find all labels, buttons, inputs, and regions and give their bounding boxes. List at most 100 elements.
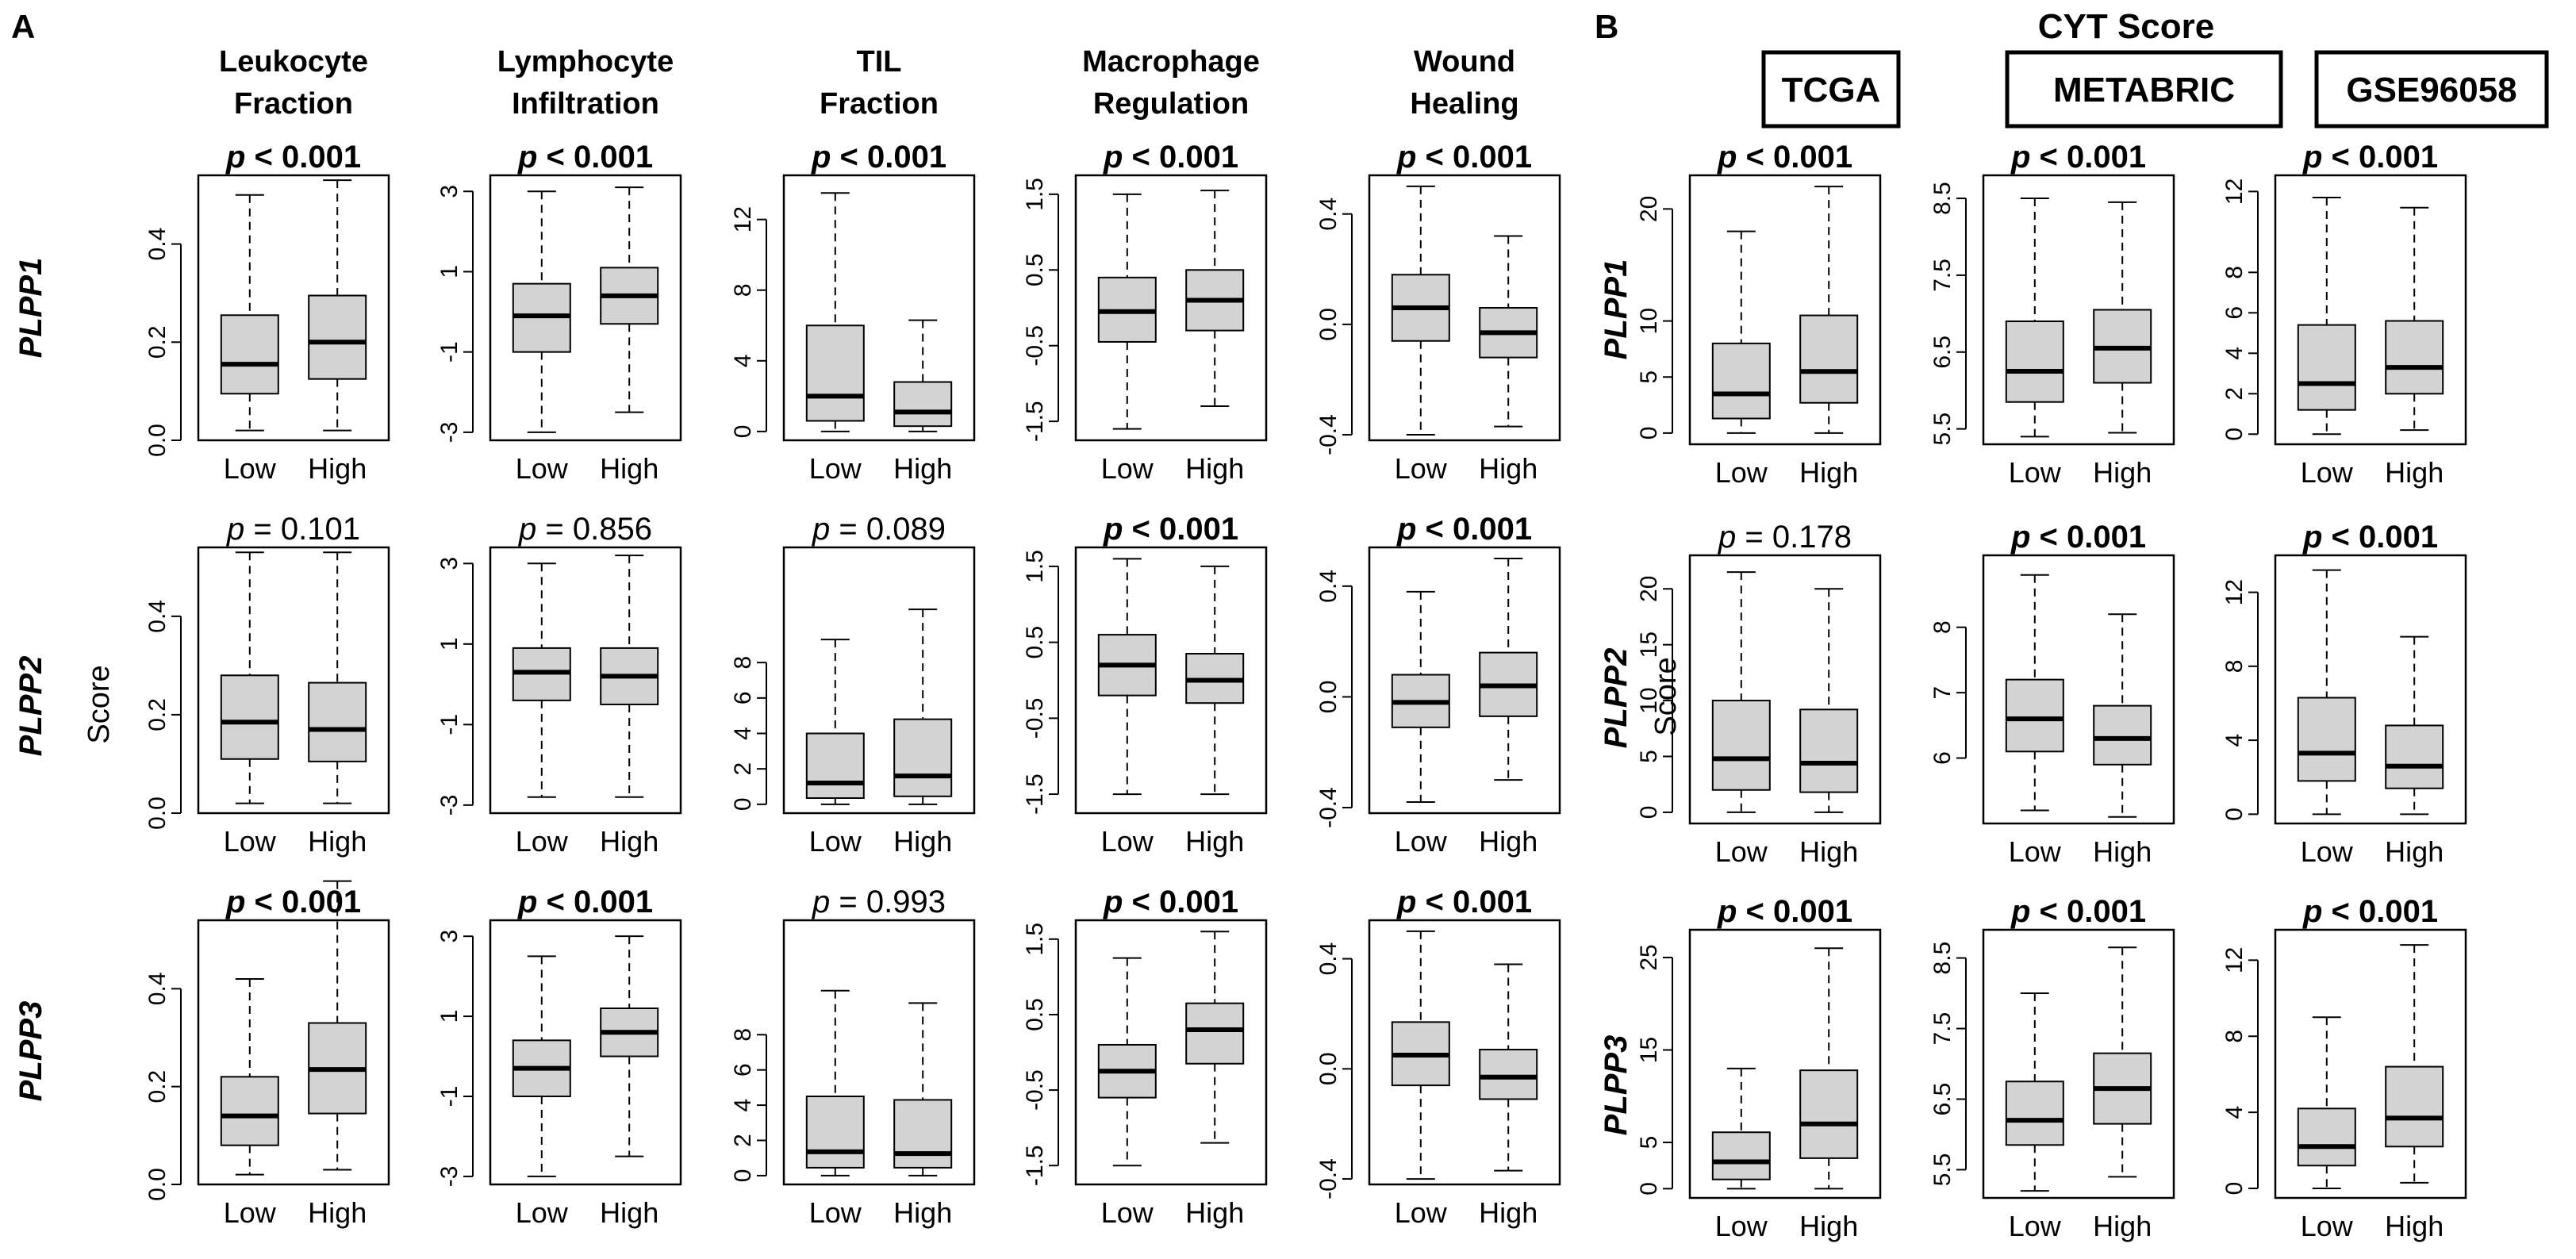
x-tick-label-high: High [600, 452, 658, 485]
box-high [308, 681, 367, 762]
y-tick-label: 0 [1636, 806, 1662, 820]
x-tick-label-low: Low [1715, 835, 1768, 868]
y-tick-label: 2 [2221, 387, 2248, 401]
x-tick-label-low: Low [1101, 1196, 1154, 1229]
p-value-label: p < 0.001 [517, 140, 653, 175]
p-value-label: p < 0.001 [1103, 140, 1238, 175]
box-low [1711, 342, 1771, 420]
y-tick-label: 2 [730, 1134, 756, 1147]
plot-frame [1982, 928, 2175, 1200]
y-tick-label: 0.4 [144, 972, 171, 1005]
y-tick-label: 1 [436, 1010, 463, 1023]
y-tick-label: 12 [2221, 178, 2248, 205]
y-tick-label: 1.5 [1022, 923, 1048, 956]
panel-b-letter: B [1595, 8, 1618, 45]
p-value-label: p < 0.001 [1103, 885, 1238, 919]
y-tick-label: 0 [730, 1169, 756, 1183]
column-title: Healing [1410, 87, 1518, 121]
y-tick-label: 0.4 [144, 228, 171, 261]
y-tick-label: -1.5 [1022, 773, 1048, 815]
x-tick-label-low: Low [224, 452, 277, 485]
y-tick-label: 6 [730, 1063, 756, 1077]
p-value-label: p < 0.001 [1717, 140, 1852, 175]
y-tick-label: 0 [2221, 808, 2248, 821]
p-value-label: p = 0.178 [1718, 520, 1852, 555]
row-label-plpp3: PLPP3 [1599, 1035, 1634, 1136]
x-tick-label-low: Low [809, 825, 862, 858]
y-tick-label: 2 [730, 762, 756, 776]
p-value-label: p = 0.993 [812, 885, 946, 919]
plot-frame [197, 919, 390, 1186]
plot-frame [2274, 174, 2467, 446]
y-tick-label: 0 [2221, 428, 2248, 441]
y-tick-label: 3 [436, 930, 463, 943]
plot-frame [782, 546, 976, 815]
x-tick-label-low: Low [809, 1196, 862, 1229]
x-tick-label-high: High [1479, 1196, 1538, 1229]
y-tick-label: 0.4 [1315, 942, 1342, 976]
plot-frame [782, 174, 976, 442]
p-value-label: p = 0.856 [518, 512, 652, 547]
y-tick-label: 20 [1636, 196, 1662, 222]
y-tick-label: -0.5 [1022, 1069, 1048, 1111]
y-tick-label: -3 [436, 1166, 463, 1188]
p-value-label: p < 0.001 [1396, 885, 1532, 919]
y-tick-label: 4 [730, 1099, 756, 1112]
x-tick-label-high: High [1479, 825, 1538, 858]
y-tick-label: 0.0 [144, 1168, 171, 1201]
y-tick-label: 6 [2221, 306, 2248, 320]
column-title: Macrophage [1082, 45, 1260, 79]
y-tick-label: 1.5 [1022, 550, 1048, 583]
y-tick-label: 8 [730, 656, 756, 670]
cyt-score-title: CYT Score [2038, 7, 2215, 46]
y-tick-label: 6.5 [1929, 1083, 1956, 1116]
plot-frame [197, 546, 390, 815]
y-tick-label: 6 [730, 691, 756, 704]
y-tick-label: 15 [1636, 631, 1662, 658]
box-low [1711, 1131, 1771, 1180]
y-tick-label: 0.5 [1022, 998, 1048, 1031]
x-tick-label-high: High [1185, 1196, 1244, 1229]
y-tick-label: 3 [436, 557, 463, 570]
box-high [2385, 320, 2444, 395]
y-tick-label: 0.0 [144, 796, 171, 830]
p-value-label: p < 0.001 [2010, 140, 2146, 175]
x-tick-label-low: Low [2009, 456, 2062, 489]
y-tick-label: 4 [730, 354, 756, 367]
panel-a-letter: A [11, 8, 35, 45]
row-label-plpp3: PLPP3 [13, 1001, 48, 1102]
x-tick-label-high: High [893, 1196, 952, 1229]
row-label-plpp1: PLPP1 [13, 258, 48, 359]
box-low [805, 732, 865, 800]
p-value-label: p < 0.001 [2010, 520, 2146, 555]
row-label-plpp1: PLPP1 [1599, 259, 1634, 360]
x-tick-label-high: High [893, 825, 952, 858]
box-low [2005, 321, 2064, 403]
box-high [1799, 1069, 1859, 1159]
y-tick-label: 0.0 [1315, 308, 1342, 341]
y-tick-label: 8 [1929, 620, 1956, 634]
box-high [2385, 724, 2444, 789]
dataset-title-box [2005, 50, 2283, 129]
y-tick-label: -0.4 [1315, 414, 1342, 455]
x-tick-label-low: Low [2009, 1210, 2062, 1242]
box-low [2005, 1081, 2064, 1146]
y-axis-title: Score [1649, 657, 1683, 735]
plot-frame [1688, 554, 1882, 825]
box-high [308, 294, 367, 380]
plot-frame [1982, 554, 2175, 825]
p-value-label: p < 0.001 [225, 885, 361, 919]
y-tick-label: -1 [436, 1086, 463, 1107]
x-tick-label-low: Low [224, 825, 277, 858]
plot-frame [489, 174, 682, 442]
x-tick-label-low: Low [2301, 1210, 2354, 1242]
box-low [1711, 700, 1771, 791]
dataset-title: GSE96058 [2346, 71, 2516, 109]
box-high [2093, 704, 2152, 766]
plot-frame [1368, 546, 1561, 815]
x-tick-label-high: High [1185, 825, 1244, 858]
box-low [220, 674, 279, 760]
y-tick-label: 0 [730, 425, 756, 439]
box-low [805, 324, 865, 422]
x-tick-label-high: High [600, 1196, 658, 1229]
